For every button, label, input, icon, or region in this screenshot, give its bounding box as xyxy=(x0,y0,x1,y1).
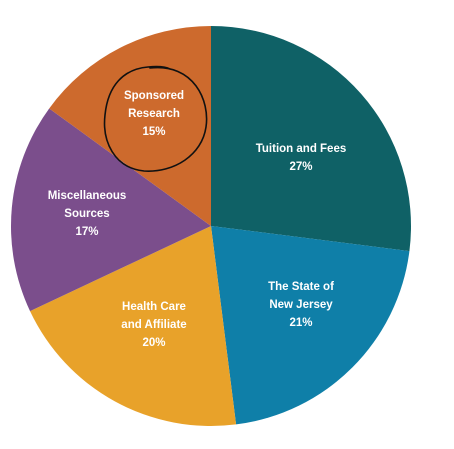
pie-slice-the-state-of-new-jersey xyxy=(211,226,410,425)
slice-name-line: Sponsored xyxy=(124,90,184,102)
slice-label-health-care-and-affiliate: Health Care and Affiliate 20% xyxy=(121,301,186,349)
slice-name-line: The State of xyxy=(268,281,334,293)
slice-name-line: Miscellaneous xyxy=(48,190,127,202)
pie-slice-health-care-and-affiliate xyxy=(30,226,237,426)
slice-value-label: 15% xyxy=(142,126,165,138)
slice-label-sponsored-research: Sponsored Research 15% xyxy=(124,90,184,138)
slice-name-line: Health Care xyxy=(122,301,186,313)
pie-slice-miscellaneous-sources xyxy=(10,108,212,312)
slice-value-label: 20% xyxy=(142,337,165,349)
slice-label-the-state-of-new-jersey: The State of New Jersey 21% xyxy=(268,281,334,329)
slice-name-line: Sources xyxy=(64,208,109,220)
pie-slice-tuition-and-fees xyxy=(211,26,411,252)
slice-value-label: 21% xyxy=(289,317,312,329)
labels-layer: Tuition and Fees 27% The State of New Jerse… xyxy=(48,90,347,349)
hand-drawn-circle-annotation xyxy=(103,65,208,172)
slices-layer xyxy=(10,26,411,426)
slice-name-line: New Jersey xyxy=(269,299,333,311)
slice-value-label: 27% xyxy=(289,161,312,173)
slice-name-line: Tuition and Fees xyxy=(256,143,347,155)
slice-name-line: and Affiliate xyxy=(121,319,186,331)
annotation-layer xyxy=(103,65,208,172)
pie-slice-sponsored-research xyxy=(49,26,212,226)
slice-label-miscellaneous-sources: Miscellaneous Sources 17% xyxy=(48,190,127,238)
slice-name-line: Research xyxy=(128,108,180,120)
slice-value-label: 17% xyxy=(75,226,98,238)
slice-label-tuition-and-fees: Tuition and Fees 27% xyxy=(256,143,347,173)
